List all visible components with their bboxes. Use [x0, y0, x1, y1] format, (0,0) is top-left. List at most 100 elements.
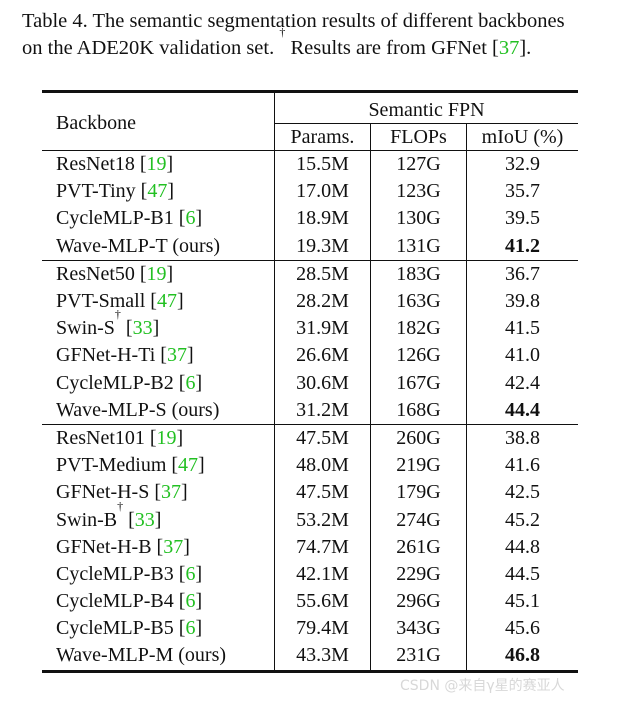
- backbone-cell: Swin-S† [33]: [42, 308, 275, 343]
- bracket: ]: [195, 562, 203, 585]
- subheader-row: Params. FLOPs mIoU (%): [42, 123, 578, 151]
- params-cell: 15.5M: [274, 150, 371, 179]
- citation-link[interactable]: 19: [146, 262, 167, 285]
- caption-text: Results are from GFNet [: [285, 37, 499, 59]
- params-cell: 42.1M: [274, 560, 371, 588]
- table-row: ResNet18 [19] 15.5M 127G 32.9: [42, 150, 578, 179]
- bracket: [: [123, 508, 135, 531]
- backbone-header: Backbone: [42, 90, 275, 151]
- table-row: PVT-Medium [47] 48.0M 219G 41.6: [42, 452, 578, 480]
- bracket: [: [120, 317, 133, 340]
- params-cell: 47.5M: [274, 479, 371, 507]
- bracket: ]: [176, 290, 184, 313]
- flops-cell: 231G: [370, 642, 467, 673]
- backbone-cell: GFNet-H-B [37]: [42, 533, 275, 561]
- citation-link[interactable]: 6: [185, 371, 196, 394]
- backbone-cell: CycleMLP-B5 [6]: [42, 615, 275, 643]
- backbone-name: CycleMLP-B4 [: [56, 590, 186, 613]
- backbone-cell: ResNet50 [19]: [42, 259, 275, 288]
- miou-cell: 44.5: [505, 562, 540, 585]
- table-row: GFNet-H-S [37] 47.5M 179G 42.5: [42, 479, 578, 507]
- flops-cell: 260G: [370, 423, 467, 453]
- citation-link[interactable]: 37: [166, 344, 187, 367]
- table-row: Wave-MLP-M (ours) 43.3M 231G 46.8: [42, 642, 578, 673]
- table-row: CycleMLP-B3 [6] 42.1M 229G 44.5: [42, 560, 578, 588]
- miou-cell: 45.1: [505, 590, 540, 613]
- miou-cell: 36.7: [466, 259, 578, 288]
- params-cell: 19.3M: [274, 232, 371, 261]
- citation-link[interactable]: 33: [132, 317, 153, 340]
- citation-link[interactable]: 19: [156, 426, 177, 449]
- citation-link[interactable]: 6: [185, 207, 196, 230]
- miou-cell: 35.7: [505, 180, 540, 203]
- citation-link[interactable]: 47: [147, 180, 168, 203]
- citation-link[interactable]: 33: [134, 508, 155, 531]
- citation-link[interactable]: 37: [498, 37, 520, 59]
- backbone-cell: ResNet18 [19]: [42, 150, 275, 179]
- miou-cell: 44.4: [505, 398, 540, 421]
- params-cell: 31.9M: [274, 315, 371, 343]
- flops-cell: 219G: [370, 452, 467, 480]
- params-header: Params.: [274, 123, 371, 151]
- caption-text: ].: [519, 37, 532, 59]
- table-row: CycleMLP-B5 [6] 79.4M 343G 45.6: [42, 615, 578, 643]
- miou-cell: 41.2: [505, 234, 540, 257]
- miou-cell: 41.0: [505, 344, 540, 367]
- backbone-cell: CycleMLP-B4 [6]: [42, 588, 275, 616]
- params-cell: 17.0M: [274, 178, 371, 206]
- backbone-cell: Wave-MLP-S (ours): [42, 396, 275, 425]
- citation-link[interactable]: 37: [161, 481, 181, 504]
- backbone-cell: Swin-B† [33]: [42, 500, 275, 534]
- flops-header: FLOPs: [370, 123, 467, 151]
- citation-link[interactable]: 6: [185, 562, 196, 585]
- table-row: ResNet101 [19] 47.5M 260G 38.8: [42, 423, 578, 453]
- bracket: ]: [154, 508, 162, 531]
- bracket: ]: [186, 344, 194, 367]
- citation-link[interactable]: 37: [163, 535, 184, 558]
- citation-link[interactable]: 47: [156, 290, 177, 313]
- flops-cell: 168G: [370, 396, 467, 425]
- backbone-cell: ResNet101 [19]: [42, 423, 275, 453]
- backbone-cell: PVT-Tiny [47]: [42, 178, 275, 206]
- backbone-name: ResNet18 [: [56, 153, 147, 176]
- backbone-name: CycleMLP-B5 [: [56, 617, 186, 640]
- table-row: Wave-MLP-T (ours) 19.3M 131G 41.2: [42, 232, 578, 261]
- bracket: ]: [195, 617, 203, 640]
- flops-cell: 183G: [370, 259, 467, 288]
- semantic-fpn-header: Semantic FPN: [274, 90, 578, 124]
- citation-link[interactable]: 6: [185, 617, 196, 640]
- table-row: Swin-S† [33] 31.9M 182G 41.5: [42, 308, 578, 343]
- backbone-name: GFNet-H-S [: [56, 481, 161, 504]
- flops-cell: 127G: [370, 150, 467, 179]
- citation-link[interactable]: 19: [146, 153, 167, 176]
- watermark: CSDN @来自γ星的赛亚人: [400, 678, 565, 694]
- backbone-cell: GFNet-H-Ti [37]: [42, 342, 275, 370]
- dagger-mark: †: [279, 25, 286, 39]
- flops-cell: 229G: [370, 560, 467, 588]
- backbone-name: PVT-Tiny [: [56, 180, 148, 203]
- params-cell: 28.5M: [274, 259, 371, 288]
- caption-line-2: on the ADE20K validation set. † Results …: [22, 26, 622, 62]
- dagger-mark: †: [117, 498, 124, 513]
- backbone-cell: Wave-MLP-M (ours): [42, 642, 275, 673]
- bracket: ]: [183, 535, 190, 558]
- citation-link[interactable]: 6: [185, 590, 196, 613]
- backbone-name: CycleMLP-B2 [: [56, 371, 186, 394]
- backbone-cell: CycleMLP-B1 [6]: [42, 205, 275, 233]
- miou-cell: 45.6: [505, 617, 540, 640]
- backbone-name: CycleMLP-B3 [: [56, 562, 186, 585]
- table-row: PVT-Tiny [47] 17.0M 123G 35.7: [42, 178, 578, 206]
- flops-cell: 343G: [370, 615, 467, 643]
- citation-link[interactable]: 47: [178, 454, 199, 477]
- header-row: Backbone Semantic FPN: [42, 90, 578, 151]
- bracket: ]: [166, 153, 174, 176]
- backbone-cell: PVT-Medium [47]: [42, 452, 275, 480]
- bracket: ]: [195, 590, 203, 613]
- backbone-cell: PVT-Small [47]: [42, 287, 275, 316]
- backbone-name: Swin-B: [56, 508, 118, 531]
- params-cell: 79.4M: [274, 615, 371, 643]
- flops-cell: 123G: [370, 178, 467, 206]
- backbone-name: Wave-MLP-S (ours): [56, 398, 220, 421]
- table-row: GFNet-H-B [37] 74.7M 261G 44.8: [42, 533, 578, 561]
- miou-header: mIoU (%): [466, 123, 578, 151]
